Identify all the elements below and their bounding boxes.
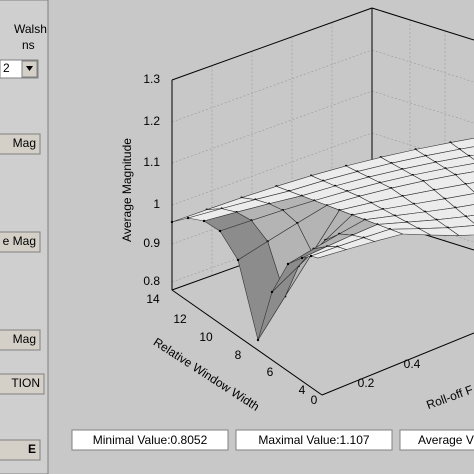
surface-node <box>256 338 260 342</box>
stat-text: Minimal Value:0.8052 <box>93 433 208 447</box>
surface-node <box>218 229 222 233</box>
x-tick-label: 0.4 <box>404 357 421 371</box>
surface-node <box>236 258 240 262</box>
box-edge <box>171 7 373 81</box>
z-tick-label: 1.2 <box>143 114 160 128</box>
dropdown-arrow <box>26 66 33 71</box>
surface-node <box>300 256 304 260</box>
stat-text: Average V <box>418 433 474 447</box>
box-edge <box>371 7 474 41</box>
panel-button[interactable] <box>0 329 41 351</box>
x-tick-label: 0.2 <box>358 376 375 390</box>
surface-plot <box>170 7 474 396</box>
panel-button[interactable] <box>0 373 45 395</box>
y-axis <box>171 289 323 396</box>
panel-button-label: e Mag <box>3 234 36 248</box>
panel-button[interactable] <box>0 439 41 461</box>
grid-line <box>371 90 474 124</box>
surface-node <box>286 262 290 266</box>
z-tick-label: 1.1 <box>143 155 160 169</box>
dropdown-value: 2 <box>3 61 10 75</box>
z-tick-label: 1.3 <box>143 72 160 86</box>
panel-button-label: E <box>28 442 36 456</box>
y-tick-label: 10 <box>199 330 213 344</box>
surface-node <box>309 254 313 258</box>
surface-node <box>186 216 190 220</box>
z-tick-label: 1 <box>153 197 160 211</box>
surface-patch <box>310 246 348 259</box>
stat-box <box>235 429 393 451</box>
panel-button-label: Mag <box>13 136 36 150</box>
y-axis-label: Relative Window Width <box>151 335 262 414</box>
panel-button[interactable] <box>0 133 41 155</box>
z-tick-label: 0.8 <box>143 274 160 288</box>
surface-node <box>202 219 206 223</box>
z-tick-label: 0.9 <box>143 236 160 250</box>
panel-label: ns <box>22 38 35 52</box>
grid-line <box>371 49 474 83</box>
x-tick-label: 0 <box>311 393 318 407</box>
panel-button[interactable] <box>0 231 41 253</box>
y-tick-label: 8 <box>235 348 242 362</box>
surface-node <box>270 290 274 294</box>
x-axis-label: Roll-off F <box>425 382 474 412</box>
grid-line <box>171 49 373 123</box>
surface-node <box>170 220 174 224</box>
stat-text: Maximal Value:1.107 <box>258 433 369 447</box>
y-tick-label: 14 <box>146 292 160 306</box>
stat-box <box>399 429 474 451</box>
z-axis-label: Average Magnitude <box>120 138 134 242</box>
panel-label: Walsh <box>14 22 47 36</box>
x-axis <box>321 332 474 396</box>
y-tick-label: 6 <box>267 365 274 379</box>
y-tick-label: 12 <box>173 312 187 326</box>
panel-button-label: TION <box>11 376 40 390</box>
panel-button-label: Mag <box>13 332 36 346</box>
stat-box <box>71 429 229 451</box>
grid-line <box>171 90 373 164</box>
y-tick-label: 4 <box>299 383 306 397</box>
grid-line <box>171 132 373 206</box>
